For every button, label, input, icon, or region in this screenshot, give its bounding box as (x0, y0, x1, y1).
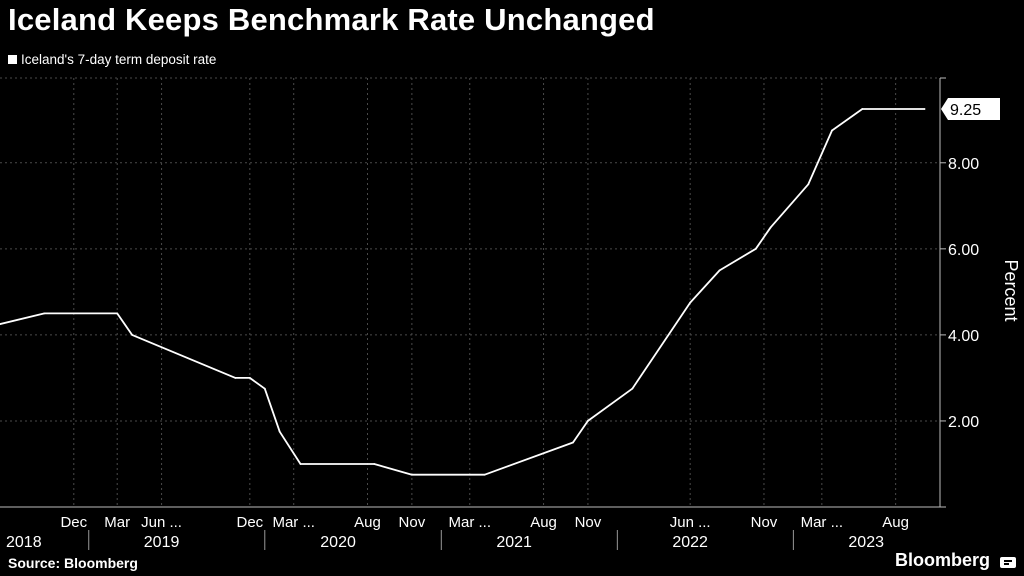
series-point (572, 441, 574, 444)
last-value-box (941, 98, 1000, 120)
series-point (754, 247, 757, 250)
series-point (278, 430, 281, 433)
series-point (43, 312, 46, 315)
source-note: Source: Bloomberg (8, 555, 138, 571)
x-year-label: 2021 (496, 534, 532, 551)
series-point (587, 420, 589, 422)
chart-title: Iceland Keeps Benchmark Rate Unchanged (8, 2, 655, 37)
series-point (410, 473, 413, 476)
legend-label: Iceland's 7-day term deposit rate (21, 52, 217, 67)
y-tick-label: 6.00 (948, 242, 979, 259)
x-year-label: 2020 (320, 534, 356, 551)
x-month-label: Nov (575, 514, 602, 531)
series-point (923, 108, 926, 110)
x-month-label: Dec (60, 514, 87, 531)
series-point (373, 463, 376, 465)
series-point (631, 387, 634, 390)
y-tick-label: 8.00 (948, 156, 979, 173)
series-point (831, 129, 833, 132)
series-point (483, 473, 486, 476)
series-point (248, 377, 251, 379)
x-month-label: Aug (530, 514, 557, 531)
series-point (769, 226, 772, 229)
series-point (0, 323, 1, 326)
x-month-label: Mar ... (272, 514, 315, 531)
x-year-label: 2019 (144, 534, 180, 551)
series-point (234, 377, 237, 379)
x-month-label: Jun ... (141, 514, 182, 531)
x-month-label: Mar (104, 514, 130, 531)
y-tick-label: 4.00 (948, 328, 979, 345)
series-point (807, 183, 810, 186)
brand-logo-text: Bloomberg (894, 550, 990, 570)
x-month-label: Dec (236, 514, 263, 531)
x-month-label: Nov (399, 514, 426, 531)
series-point (718, 269, 721, 272)
x-year-label: 2022 (672, 534, 708, 551)
series-point (131, 333, 134, 336)
series-point (116, 312, 119, 315)
series-point (299, 463, 302, 465)
legend: Iceland's 7-day term deposit rate (8, 52, 216, 67)
x-month-label: Jun ... (670, 514, 711, 531)
x-month-label: Aug (882, 514, 909, 531)
x-year-label: 2018 (6, 534, 42, 551)
series-line (0, 108, 925, 476)
legend-swatch (8, 55, 17, 64)
last-value-label: 9.25 (950, 102, 981, 119)
x-month-label: Nov (751, 514, 778, 531)
series-point (689, 301, 692, 304)
x-year-label: 2023 (848, 534, 884, 551)
last-value-callout: 9.25 (941, 98, 1000, 120)
bloomberg-logo-icon (1000, 557, 1016, 568)
y-tick-label: 2.00 (948, 414, 979, 431)
x-month-label: Aug (354, 514, 381, 531)
x-month-label: Mar ... (449, 514, 492, 531)
series-point (263, 387, 266, 390)
y-axis-title: Percent (1001, 259, 1021, 321)
x-month-label: Mar ... (801, 514, 844, 531)
series-point (861, 108, 864, 110)
